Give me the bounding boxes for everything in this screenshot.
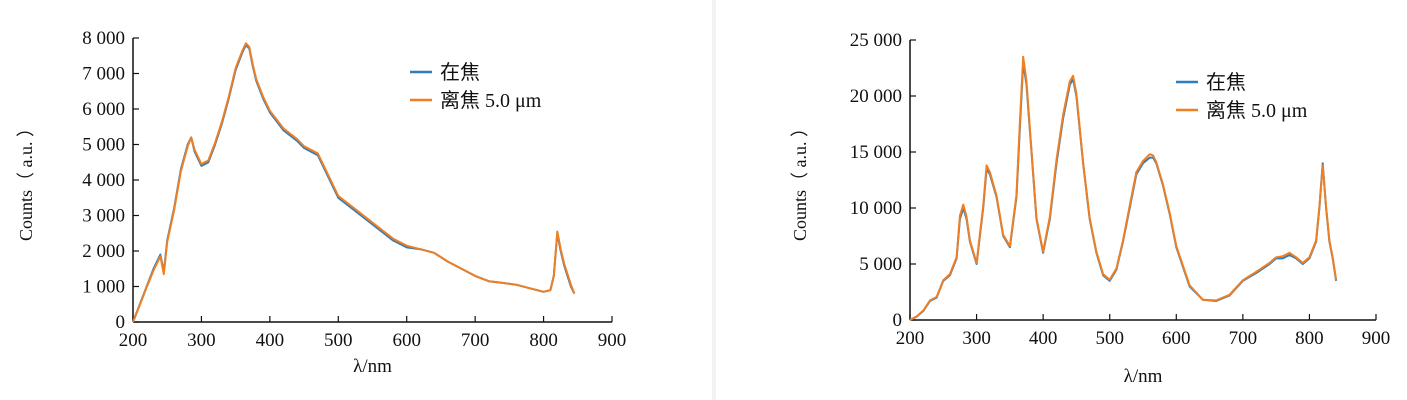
chart-1-y-tick-label: 0: [116, 312, 126, 333]
chart-2-y-axis-label: Counts（ a.u. ）: [790, 119, 810, 241]
chart-1-y-tick-label: 6 000: [82, 99, 125, 120]
chart-2-y-tick-label: 0: [893, 310, 903, 331]
chart-2-y-tick-label: 5 000: [859, 254, 902, 275]
chart-1-x-tick-label: 300: [187, 330, 216, 351]
chart-1-legend-label: 离焦 5.0 μm: [440, 89, 542, 112]
chart-1-x-tick-label: 400: [256, 330, 285, 351]
chart-2-x-tick-label: 700: [1229, 328, 1258, 349]
chart-1-x-tick-label: 200: [119, 330, 148, 351]
chart-1-y-axis-label: Counts（ a.u. ）: [16, 119, 36, 241]
chart-1-x-tick-label: 900: [598, 330, 627, 351]
chart-1-x-tick-label: 700: [461, 330, 490, 351]
chart-1-y-tick-label: 5 000: [82, 135, 125, 156]
chart-2-x-axis-label: λ/nm: [1124, 366, 1163, 387]
chart-2-x-tick-label: 400: [1029, 328, 1058, 349]
chart-2-x-tick-label: 200: [896, 328, 925, 349]
chart-2-x-tick-label: 800: [1295, 328, 1324, 349]
panel-divider: [712, 0, 716, 400]
chart-2-legend-label: 在焦: [1206, 71, 1246, 94]
chart-1-y-tick-label: 2 000: [82, 241, 125, 262]
chart-2-y-tick-label: 20 000: [850, 86, 902, 107]
chart-2-y-tick-label: 25 000: [850, 30, 902, 51]
chart-2-x-tick-label: 900: [1362, 328, 1391, 349]
chart-1-y-tick-label: 1 000: [82, 277, 125, 298]
chart-1-y-tick-label: 8 000: [82, 28, 125, 49]
chart-1-series-line-1: [132, 44, 576, 323]
chart-2-y-tick-label: 15 000: [850, 142, 902, 163]
chart-left: 200 300 400 500 600 700 800 900 0 1 000 2 000 3 000…: [16, 28, 627, 377]
chart-right: 200 300 400 500 600 700 800 900 0 5 000 10 000 15 0…: [790, 30, 1391, 387]
chart-1-series-line-2: [132, 42, 576, 323]
chart-1-x-tick-label: 500: [324, 330, 353, 351]
chart-1-x-tick-label: 600: [392, 330, 421, 351]
chart-2-x-tick-label: 500: [1095, 328, 1124, 349]
chart-1-y-tick-label: 7 000: [82, 64, 125, 85]
chart-1-x-axis-label: λ/nm: [353, 356, 392, 377]
chart-1-y-tick-label: 4 000: [82, 170, 125, 191]
chart-2-series-line-2: [909, 55, 1338, 321]
chart-1-y-tick-label: 3 000: [82, 206, 125, 227]
chart-2-x-tick-label: 600: [1162, 328, 1191, 349]
chart-2-legend-label: 离焦 5.0 μm: [1206, 99, 1308, 122]
chart-2-y-tick-label: 10 000: [850, 198, 902, 219]
chart-1-legend-label: 在焦: [440, 61, 480, 84]
chart-1-x-tick-label: 800: [529, 330, 558, 351]
chart-2-x-tick-label: 300: [962, 328, 991, 349]
